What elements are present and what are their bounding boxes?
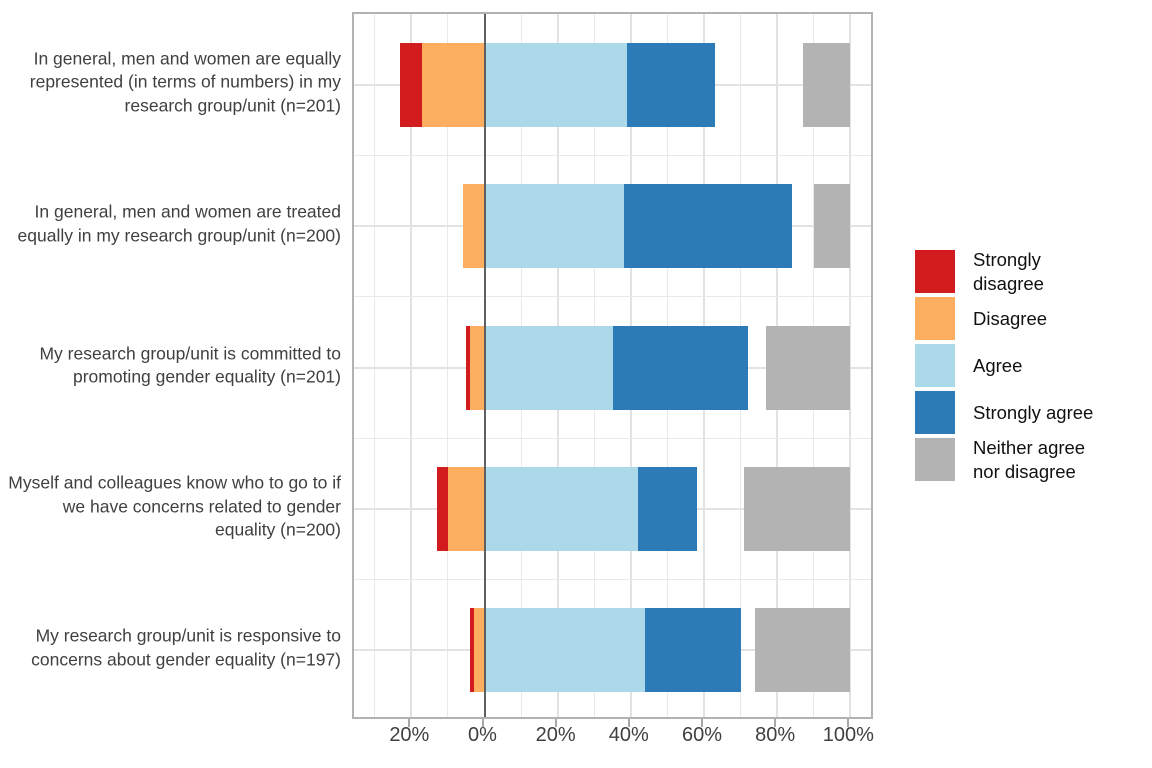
bar-segment-disagree (462, 184, 485, 269)
x-axis-tick-label: 80% (755, 724, 796, 746)
bar-segment-neither-agree-nor-disagree (813, 184, 851, 269)
bar-segment-disagree (447, 466, 485, 551)
legend-item-strongly-agree: Strongly agree (915, 391, 1093, 434)
bar-segment-neither-agree-nor-disagree (802, 42, 851, 127)
plot-panel (352, 12, 873, 719)
bar-segment-agree (484, 608, 646, 693)
bar-segment-strongly-agree (645, 608, 741, 693)
bar-segment-strongly-agree (638, 466, 697, 551)
bar-segment-agree (484, 184, 624, 269)
bar-segment-agree (484, 325, 613, 410)
category-label-5: My research group/unit is responsive to … (31, 625, 341, 670)
x-axis-tick-label: 60% (681, 724, 722, 746)
legend-label: Neither agree nor disagree (973, 436, 1086, 482)
category-label-4: Myself and colleagues know who to go to … (8, 472, 341, 540)
gridline-minor-v (447, 14, 449, 717)
category-label-2: In general, men and women are treated eq… (17, 201, 341, 246)
x-axis-tick-label: 40% (608, 724, 649, 746)
category-label-1: In general, men and women are equally re… (29, 48, 341, 116)
legend-item-strongly-disagree: Strongly disagree (915, 248, 1093, 294)
legend-swatch-strongly-disagree (915, 250, 955, 293)
gridline-minor-h (354, 579, 871, 581)
gridline-major-v (849, 14, 852, 717)
x-axis-tick-label: 100% (822, 724, 874, 746)
zero-line (483, 14, 486, 717)
legend-label: Strongly agree (973, 401, 1094, 423)
legend: Strongly disagree Disagree Agree Strongly a… (915, 248, 1093, 485)
bar-segment-neither-agree-nor-disagree (744, 466, 851, 551)
x-axis-tick (847, 719, 850, 727)
gridline-minor-h (354, 154, 871, 156)
bar-segment-disagree (473, 608, 485, 693)
x-axis-tick (554, 719, 557, 727)
category-label-3: My research group/unit is committed to p… (39, 342, 341, 387)
legend-item-agree: Agree (915, 344, 1093, 387)
bar-segment-strongly-disagree (466, 325, 470, 410)
legend-swatch-disagree (915, 297, 955, 340)
gridline-minor-v (374, 14, 376, 717)
legend-swatch-strongly-agree (915, 391, 955, 434)
bar-segment-neither-agree-nor-disagree (755, 608, 851, 693)
x-axis-tick-label: 20% (535, 724, 576, 746)
x-axis-tick-label: 0% (468, 724, 497, 746)
legend-item-neither-agree-nor-disagree: Neither agree nor disagree (915, 436, 1093, 482)
bar-segment-agree (484, 466, 639, 551)
legend-label: Agree (973, 354, 1023, 376)
bar-segment-strongly-disagree (436, 466, 448, 551)
x-axis-tick (700, 719, 703, 727)
legend-item-disagree: Disagree (915, 297, 1093, 340)
bar-segment-strongly-disagree (469, 608, 474, 693)
bar-segment-agree (484, 42, 628, 127)
gridline-major-v (410, 14, 413, 717)
legend-swatch-agree (915, 344, 955, 387)
gridline-minor-h (354, 296, 871, 298)
legend-swatch-neither-agree-nor-disagree (915, 438, 955, 481)
bar-segment-strongly-agree (623, 184, 792, 269)
bar-segment-neither-agree-nor-disagree (766, 325, 851, 410)
legend-label: Disagree (973, 307, 1048, 329)
x-axis-tick (774, 719, 777, 727)
x-axis-tick (481, 719, 484, 727)
legend-label: Strongly disagree (973, 248, 1044, 294)
x-axis-tick (408, 719, 411, 727)
bar-segment-strongly-agree (612, 325, 748, 410)
bar-segment-strongly-agree (627, 42, 715, 127)
gridline-minor-h (354, 437, 871, 439)
bar-segment-disagree (422, 42, 485, 127)
x-axis-tick-label: 20% (389, 724, 430, 746)
x-axis-tick (627, 719, 630, 727)
bar-segment-strongly-disagree (400, 42, 423, 127)
bar-segment-disagree (469, 325, 485, 410)
